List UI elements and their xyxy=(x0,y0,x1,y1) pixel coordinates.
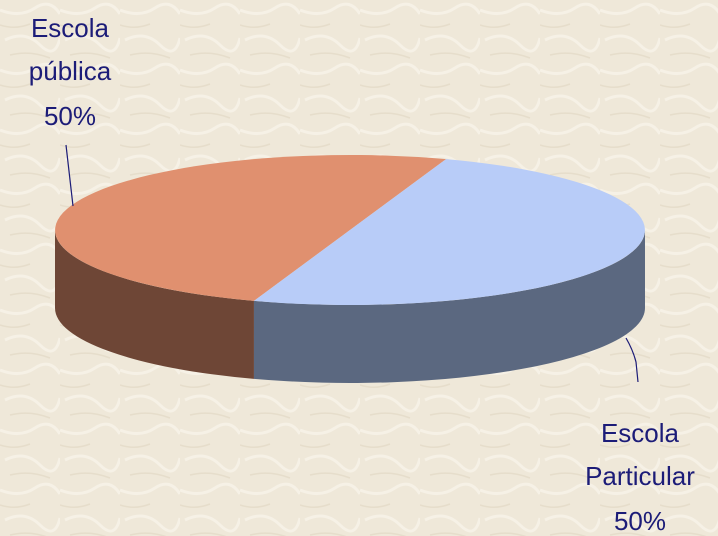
slice xyxy=(253,159,645,305)
leader-line xyxy=(65,144,74,207)
leader-line xyxy=(625,337,639,383)
value-label: 50% xyxy=(614,506,666,536)
slice-side xyxy=(55,230,254,379)
category-label: Escola Particular xyxy=(585,418,695,491)
value-label: 50% xyxy=(44,101,96,131)
category-label: Escola pública xyxy=(29,13,112,86)
slice xyxy=(55,155,447,301)
slice-side xyxy=(253,230,645,383)
